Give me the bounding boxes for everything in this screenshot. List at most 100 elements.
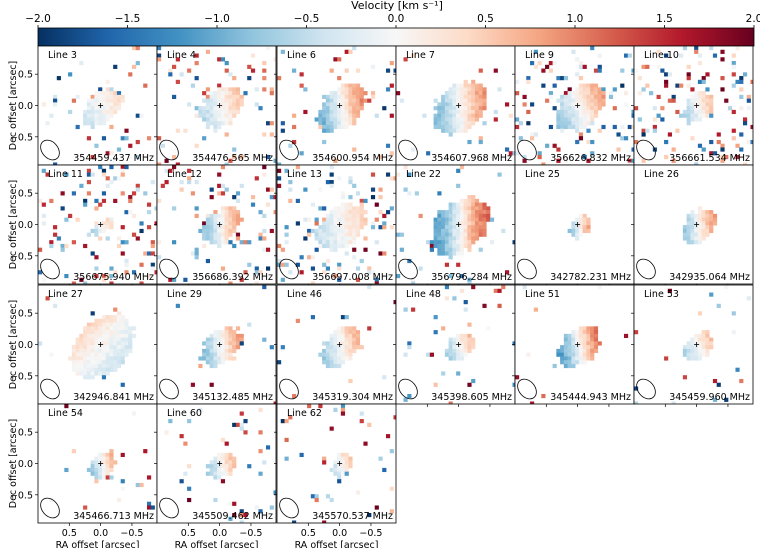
velocity-pixel xyxy=(641,128,646,133)
panel-frequency-label: 354600.954 MHz xyxy=(312,153,393,164)
velocity-pixel xyxy=(160,183,165,188)
velocity-pixel xyxy=(213,121,218,126)
velocity-pixel xyxy=(571,117,576,122)
velocity-pixel xyxy=(448,213,453,219)
velocity-pixel xyxy=(344,213,349,219)
velocity-pixel xyxy=(337,228,342,234)
velocity-pixel xyxy=(120,98,125,103)
velocity-pixel xyxy=(224,87,229,92)
velocity-pixel xyxy=(690,94,695,100)
velocity-pixel xyxy=(124,128,129,133)
velocity-pixel xyxy=(444,262,450,267)
velocity-pixel xyxy=(724,397,729,402)
velocity-pixel xyxy=(452,217,457,222)
velocity-pixel xyxy=(79,360,84,365)
velocity-pixel xyxy=(578,356,584,361)
velocity-pixel xyxy=(329,497,334,503)
velocity-pixel xyxy=(448,401,453,404)
velocity-pixel xyxy=(340,124,346,130)
velocity-pixel xyxy=(109,352,114,357)
velocity-pixel xyxy=(471,91,476,96)
velocity-pixel xyxy=(262,285,267,290)
velocity-pixel xyxy=(86,117,92,122)
velocity-pixel xyxy=(378,456,383,461)
velocity-pixel xyxy=(41,168,46,173)
velocity-pixel xyxy=(187,486,192,491)
velocity-pixel xyxy=(586,94,591,100)
velocity-pixel xyxy=(340,356,346,361)
velocity-pixel xyxy=(232,501,237,506)
velocity-pixel xyxy=(98,464,103,469)
velocity-pixel xyxy=(49,113,54,118)
velocity-pixel xyxy=(269,195,274,200)
velocity-pixel xyxy=(292,113,297,118)
velocity-pixel xyxy=(448,273,453,279)
velocity-pixel xyxy=(739,76,744,81)
velocity-pixel xyxy=(370,172,376,177)
velocity-pixel xyxy=(716,303,721,308)
velocity-pixel xyxy=(333,109,338,115)
velocity-pixel xyxy=(560,348,565,354)
velocity-pixel xyxy=(101,117,107,122)
velocity-pixel xyxy=(94,106,99,111)
velocity-pixel xyxy=(597,341,602,346)
velocity-pixel xyxy=(337,113,342,118)
velocity-pixel xyxy=(582,352,587,357)
velocity-pixel xyxy=(228,467,233,473)
velocity-pixel xyxy=(515,124,520,130)
velocity-pixel xyxy=(620,68,625,73)
velocity-pixel xyxy=(333,345,338,350)
velocity-pixel xyxy=(239,333,244,339)
velocity-pixel xyxy=(109,273,114,279)
velocity-pixel xyxy=(228,121,233,126)
velocity-pixel xyxy=(682,236,688,241)
velocity-pixel xyxy=(482,303,487,308)
velocity-pixel xyxy=(258,407,263,412)
velocity-pixel xyxy=(101,273,107,279)
velocity-pixel xyxy=(578,232,584,237)
velocity-pixel xyxy=(533,307,538,312)
velocity-pixel xyxy=(164,168,169,173)
velocity-pixel xyxy=(254,505,259,510)
velocity-pixel xyxy=(60,247,65,252)
velocity-pixel xyxy=(690,240,695,245)
velocity-pixel xyxy=(299,452,304,458)
velocity-pixel xyxy=(352,326,357,331)
velocity-pixel xyxy=(120,225,125,230)
velocity-pixel xyxy=(124,318,129,323)
panel-line-label: Line 10 xyxy=(644,50,679,61)
velocity-pixel xyxy=(247,240,252,245)
velocity-pixel xyxy=(694,352,699,357)
velocity-pixel xyxy=(682,46,688,51)
velocity-pixel xyxy=(202,225,207,230)
velocity-pixel xyxy=(448,251,453,256)
velocity-pixel xyxy=(471,240,476,245)
velocity-pixel xyxy=(224,213,229,219)
velocity-pixel xyxy=(590,151,595,156)
velocity-pixel xyxy=(224,113,229,118)
velocity-pixel xyxy=(478,136,483,141)
velocity-pixel xyxy=(314,247,319,252)
velocity-pixel xyxy=(105,322,110,327)
velocity-pixel xyxy=(337,337,342,342)
velocity-pixel xyxy=(337,467,342,473)
velocity-pixel xyxy=(146,202,152,207)
velocity-pixel xyxy=(337,456,342,461)
velocity-pixel xyxy=(209,106,214,111)
velocity-pixel xyxy=(105,330,110,335)
velocity-pixel xyxy=(322,102,327,107)
x-tick-label: 0.5 xyxy=(301,528,316,539)
velocity-pixel xyxy=(213,497,218,503)
velocity-pixel xyxy=(474,198,480,203)
velocity-pixel xyxy=(441,251,446,256)
velocity-pixel xyxy=(340,106,346,111)
velocity-pixel xyxy=(664,79,669,84)
velocity-pixel xyxy=(179,434,184,439)
velocity-pixel xyxy=(79,356,84,361)
velocity-pixel xyxy=(101,456,107,461)
velocity-pixel xyxy=(682,232,688,237)
velocity-pixel xyxy=(701,91,706,96)
velocity-pixel xyxy=(489,240,495,245)
velocity-pixel xyxy=(463,124,468,130)
velocity-pixel xyxy=(172,206,177,211)
